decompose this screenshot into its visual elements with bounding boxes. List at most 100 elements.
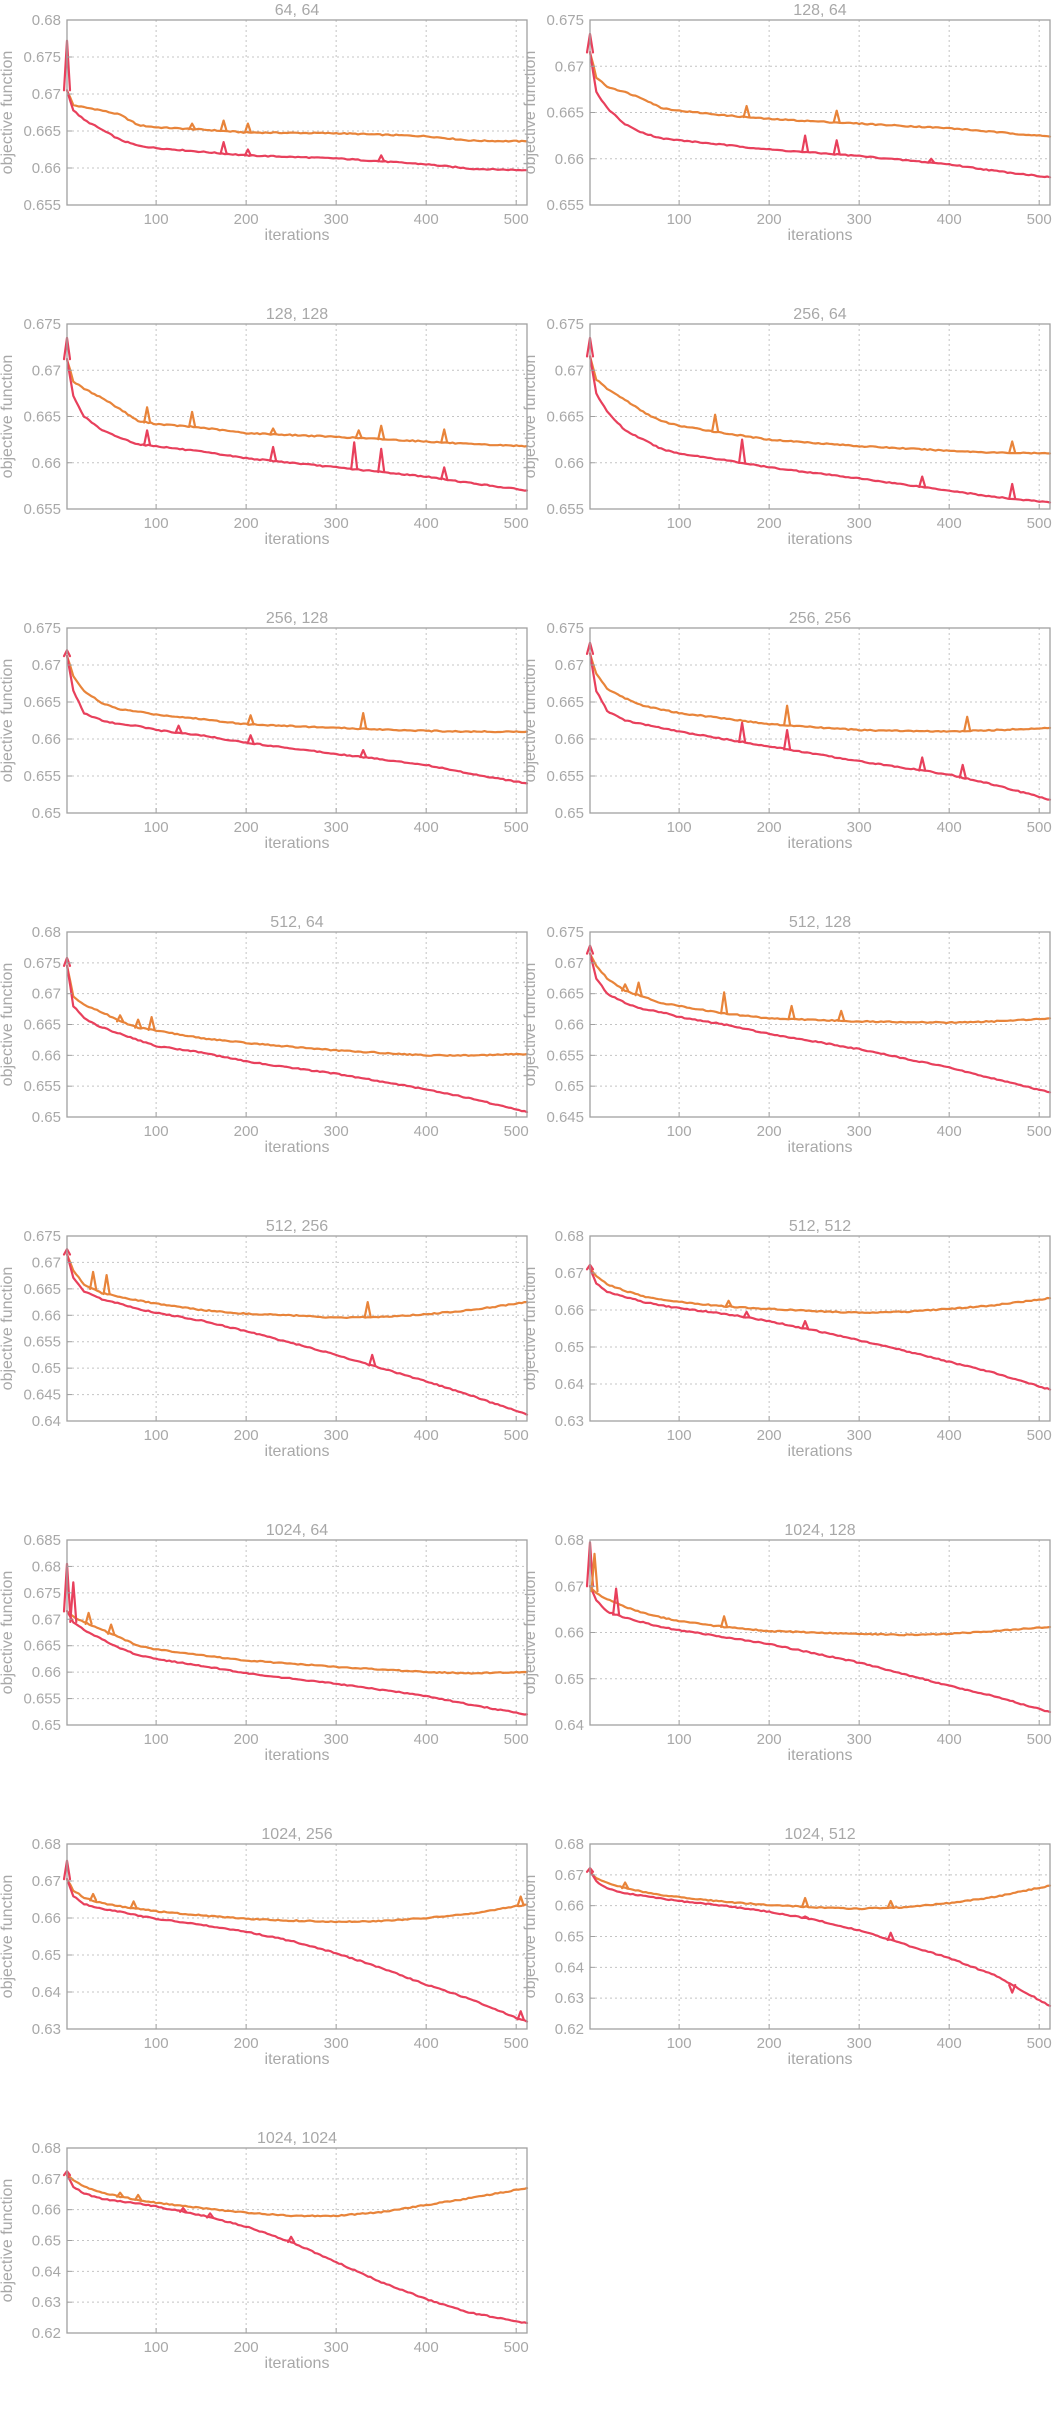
x-tick-label: 400: [414, 2035, 439, 2052]
y-axis-title: objective function: [522, 1571, 539, 1695]
series-line-2: [588, 1267, 1052, 1391]
series-line-1: [65, 1878, 529, 1924]
series-spike: [377, 424, 386, 441]
x-tick-label: 300: [324, 515, 349, 532]
series-spike: [800, 134, 810, 154]
y-axis-title: objective function: [522, 51, 539, 175]
x-tick-label: 200: [234, 1731, 259, 1748]
chart-panel-6: 100 200 300 400 500 0.65 0.655 0.66 0.665 0.67 0.6…: [522, 610, 1052, 852]
series-spike: [787, 1004, 796, 1021]
series-line-1: [588, 652, 1052, 733]
x-tick-label: 200: [234, 1123, 259, 1140]
x-tick-label: 500: [504, 1123, 529, 1140]
y-tick-label: 0.655: [23, 501, 61, 518]
plot-frame: [66, 627, 528, 814]
y-tick-label: 0.63: [555, 1413, 584, 1430]
x-tick-label: 200: [234, 819, 259, 836]
series-spike: [516, 1895, 525, 1907]
x-tick-label: 500: [504, 211, 529, 228]
x-tick-label: 200: [234, 2339, 259, 2356]
y-tick-label: 0.675: [23, 1228, 61, 1245]
series-spike: [350, 441, 359, 471]
series-spike: [737, 721, 747, 744]
x-tick-label: 500: [1027, 2035, 1052, 2052]
y-tick-label: 0.62: [32, 2325, 61, 2342]
series-spike: [106, 1623, 116, 1635]
series-spike: [620, 1881, 630, 1890]
series-spike: [129, 1900, 138, 1910]
x-tick-label: 100: [667, 1123, 692, 1140]
y-tick-label: 0.68: [32, 2140, 61, 2157]
y-tick-label: 0.65: [555, 1929, 584, 1946]
series-line-2: [65, 1877, 529, 2023]
x-tick-label: 200: [234, 2035, 259, 2052]
y-tick-label: 0.67: [555, 1867, 584, 1884]
y-tick-label: 0.67: [32, 2171, 61, 2188]
series-line-1: [588, 1267, 1052, 1315]
series-spike: [724, 1299, 733, 1308]
x-tick-label: 300: [324, 819, 349, 836]
x-axis-title: iterations: [265, 2051, 330, 2068]
x-tick-label: 500: [504, 2035, 529, 2052]
x-tick-label: 300: [847, 211, 872, 228]
y-tick-label: 0.64: [32, 1413, 61, 1430]
series-spike: [837, 1009, 846, 1022]
x-tick-label: 300: [324, 2035, 349, 2052]
y-tick-label: 0.665: [23, 694, 61, 711]
y-tick-label: 0.66: [32, 160, 61, 177]
y-tick-label: 0.64: [32, 1984, 61, 2001]
x-tick-label: 400: [937, 2035, 962, 2052]
chart-panel-13: 100 200 300 400 500 0.63 0.64 0.65 0.66 0.67 0.68 1…: [0, 1826, 529, 2068]
plot-frame: [66, 19, 528, 206]
y-axis-title: objective function: [522, 659, 539, 783]
series-spike: [710, 413, 720, 433]
x-tick-label: 400: [414, 1731, 439, 1748]
y-tick-label: 0.655: [23, 768, 61, 785]
y-tick-label: 0.65: [32, 805, 61, 822]
series-line-1: [65, 1610, 529, 1675]
y-tick-label: 0.675: [23, 316, 61, 333]
series-line-1: [588, 1870, 1052, 1911]
y-tick-label: 0.66: [32, 731, 61, 748]
x-tick-label: 500: [504, 2339, 529, 2356]
x-axis-title: iterations: [788, 1747, 853, 1764]
series-spike: [800, 1896, 810, 1908]
x-tick-label: 100: [144, 2339, 169, 2356]
y-tick-label: 0.68: [32, 12, 61, 29]
y-tick-label: 0.66: [555, 731, 584, 748]
series-spike: [886, 1899, 895, 1909]
chart-title: 512, 128: [789, 914, 851, 931]
series-spike: [287, 2235, 296, 2244]
chart-panel-14: 100 200 300 400 500 0.62 0.63 0.64 0.65 0.66 0.67 0…: [522, 1826, 1052, 2068]
y-tick-label: 0.63: [555, 1990, 584, 2007]
series-spike: [359, 748, 368, 759]
series-spike: [115, 1014, 125, 1023]
series-spike: [368, 1353, 377, 1367]
series-line-1: [65, 2173, 529, 2218]
y-tick-label: 0.66: [32, 1047, 61, 1064]
y-tick-label: 0.665: [23, 123, 61, 140]
chart-title: 256, 64: [793, 306, 846, 323]
y-tick-label: 0.675: [23, 955, 61, 972]
series-spike: [958, 763, 967, 779]
series-line-2: [65, 2174, 529, 2325]
chart-panel-3: 100 200 300 400 500 0.655 0.66 0.665 0.67 0.675 12…: [0, 306, 529, 548]
x-tick-label: 200: [234, 1427, 259, 1444]
series-spike: [243, 148, 252, 157]
x-tick-label: 200: [234, 515, 259, 532]
y-axis-title: objective function: [0, 2179, 16, 2303]
y-tick-label: 0.67: [32, 986, 61, 1003]
series-line-2: [588, 355, 1052, 504]
y-tick-label: 0.66: [32, 1307, 61, 1324]
x-tick-label: 300: [847, 515, 872, 532]
chart-title: 1024, 64: [266, 1522, 328, 1539]
series-spike: [246, 714, 255, 726]
series-line-2: [65, 357, 529, 492]
series-spike: [219, 119, 228, 133]
x-tick-label: 100: [144, 515, 169, 532]
x-tick-label: 500: [1027, 211, 1052, 228]
series-line-2: [588, 1870, 1052, 2008]
y-tick-label: 0.67: [32, 657, 61, 674]
y-tick-label: 0.665: [546, 105, 584, 122]
x-tick-label: 500: [1027, 1427, 1052, 1444]
